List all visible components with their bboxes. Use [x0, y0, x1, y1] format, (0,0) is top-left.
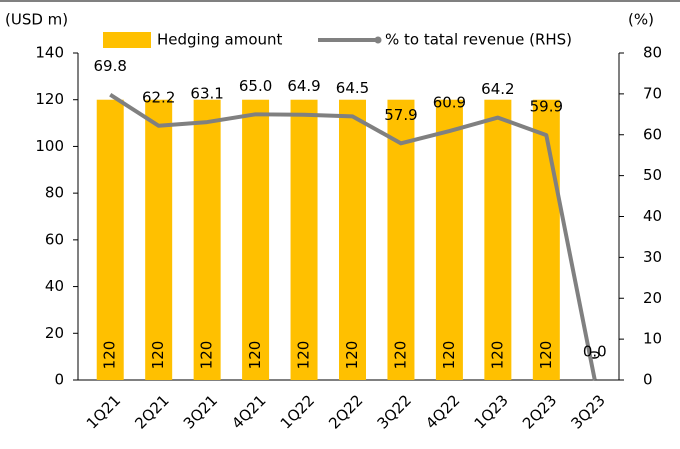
x-tick-label: 2Q23 [519, 391, 560, 432]
bar [435, 99, 463, 380]
y-tick-label: 120 [35, 90, 64, 108]
legend-label: % to tatal revenue (RHS) [385, 31, 572, 49]
y2-tick-label: 40 [643, 207, 662, 225]
x-tick-label: 4Q21 [228, 391, 269, 432]
y-tick-label: 40 [45, 277, 64, 295]
line-label: 59.9 [530, 98, 563, 116]
line-label: 63.1 [190, 85, 223, 103]
y-tick-label: 60 [45, 230, 64, 248]
x-tick-label: 4Q22 [422, 391, 463, 432]
y-tick-label: 20 [45, 324, 64, 342]
legend-bar-swatch [103, 32, 151, 48]
bar-label: 120 [440, 341, 458, 370]
bar-label: 120 [101, 341, 119, 370]
line-label: 64.5 [336, 79, 369, 97]
y-tick-label: 100 [35, 137, 64, 155]
line-label: 60.9 [433, 94, 466, 112]
y2-tick-label: 50 [643, 166, 662, 184]
bar [387, 99, 415, 380]
bar-label: 120 [149, 341, 167, 370]
x-tick-label: 2Q22 [325, 391, 366, 432]
bar-label: 120 [295, 341, 313, 370]
bar [484, 99, 512, 380]
x-tick-label: 3Q22 [374, 391, 415, 432]
y-tick-label: 140 [35, 44, 64, 62]
legend-line-marker [374, 36, 382, 44]
bar-label: 120 [488, 341, 506, 370]
y-tick-label: 0 [54, 371, 64, 389]
legend-label: Hedging amount [157, 31, 283, 49]
bar-label: 0 [585, 350, 603, 360]
line-label: 64.2 [481, 80, 514, 98]
line-series [109, 93, 597, 381]
x-tick-label: 1Q22 [277, 391, 318, 432]
x-tick-label: 1Q21 [83, 391, 124, 432]
line-label: 62.2 [142, 88, 175, 106]
y2-tick-label: 80 [643, 44, 662, 62]
bar [242, 99, 270, 380]
line-label: 69.8 [94, 57, 127, 75]
bar [193, 99, 221, 380]
y2-tick-label: 30 [643, 248, 662, 266]
x-tick-label: 2Q21 [131, 391, 172, 432]
y-tick-label: 80 [45, 184, 64, 202]
y2-tick-label: 20 [643, 289, 662, 307]
x-tick-label: 3Q23 [567, 391, 608, 432]
bar [96, 99, 124, 380]
bar [290, 99, 318, 380]
y2-tick-label: 60 [643, 125, 662, 143]
y2-tick-label: 70 [643, 84, 662, 102]
line-label: 65.0 [239, 77, 272, 95]
line-label: 64.9 [287, 77, 320, 95]
y2-axis-label: (%) [628, 11, 654, 29]
bar [145, 99, 173, 380]
x-tick-label: 1Q23 [471, 391, 512, 432]
line-label: 57.9 [384, 106, 417, 124]
bar-label: 120 [198, 341, 216, 370]
bar-label: 120 [343, 341, 361, 370]
bar-label: 120 [537, 341, 555, 370]
y-axis-label: (USD m) [5, 11, 68, 29]
bar-label: 120 [391, 341, 409, 370]
line-label: 0.0 [583, 343, 607, 361]
bar [532, 99, 560, 380]
y2-tick-label: 0 [643, 371, 653, 389]
y2-tick-label: 10 [643, 330, 662, 348]
bar [339, 99, 366, 380]
bar-label: 120 [246, 341, 264, 370]
x-tick-label: 3Q21 [180, 391, 221, 432]
